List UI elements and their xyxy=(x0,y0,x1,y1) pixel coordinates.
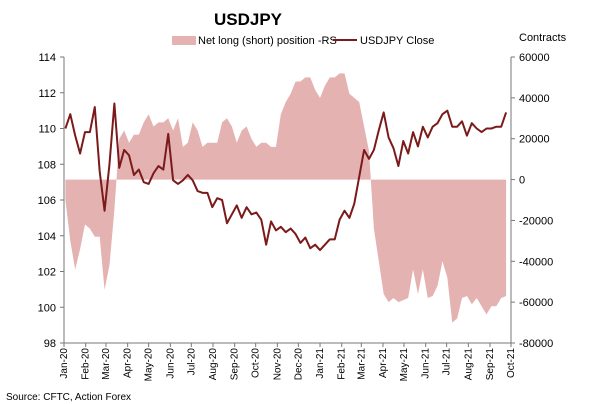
right-tick-label: 20000 xyxy=(519,134,550,146)
x-tick-label: Sep-21 xyxy=(485,348,496,381)
x-tick-label: Jan-20 xyxy=(59,348,70,379)
right-tick-label: -80000 xyxy=(519,338,553,350)
right-tick-label: -40000 xyxy=(519,256,553,268)
x-tick-label: May-20 xyxy=(144,348,155,382)
legend-area-swatch xyxy=(172,36,196,45)
x-tick-label: Sep-20 xyxy=(230,348,241,381)
right-tick-label: 40000 xyxy=(519,93,550,105)
x-tick-label: Dec-20 xyxy=(293,348,304,381)
left-tick-label: 102 xyxy=(38,267,56,279)
x-tick-label: Oct-21 xyxy=(506,348,517,378)
left-tick-label: 98 xyxy=(44,338,56,350)
legend-line-label: USDJPY Close xyxy=(360,35,434,47)
left-tick-label: 110 xyxy=(38,124,56,136)
x-tick-label: Oct-20 xyxy=(251,348,262,378)
axes-layer: 98 100 102 104 106 108 110 112 114 -80000 -60000 -4… xyxy=(38,52,554,381)
net-position-area xyxy=(65,73,507,323)
legend-area-label: Net long (short) position -RS xyxy=(198,35,337,47)
left-tick-label: 104 xyxy=(38,231,56,243)
x-tick-label: Jul-21 xyxy=(442,348,453,376)
x-tick-label: Jun-20 xyxy=(165,348,176,379)
x-tick-label: Aug-21 xyxy=(463,348,474,381)
x-tick-label: Apr-20 xyxy=(123,348,134,378)
chart-title: USDJPY xyxy=(214,10,283,29)
x-tick-label: Mar-20 xyxy=(101,348,112,380)
x-tick-label: Feb-20 xyxy=(81,348,92,380)
x-tick-label: Jan-21 xyxy=(315,348,326,379)
right-axis-label: Contracts xyxy=(519,32,567,44)
right-tick-label: 60000 xyxy=(519,52,550,64)
left-tick-label: 112 xyxy=(38,88,56,100)
left-tick-label: 100 xyxy=(38,302,56,314)
x-tick-label: Aug-20 xyxy=(208,348,219,381)
usdjpy-close-line xyxy=(64,102,508,252)
left-tick-label: 108 xyxy=(38,159,56,171)
plot-area: 98 100 102 104 106 108 110 112 114 -80000 -60000 -4… xyxy=(38,52,554,381)
right-tick-label: 0 xyxy=(519,175,525,187)
x-tick-label: May-21 xyxy=(399,348,410,382)
x-tick-label: Mar-21 xyxy=(356,348,367,380)
right-tick-label: -60000 xyxy=(519,297,553,309)
legend: Net long (short) position -RS USDJPY Clo… xyxy=(172,35,434,47)
x-tick-label: Jul-20 xyxy=(186,348,197,376)
left-tick-label: 106 xyxy=(38,195,56,207)
left-tick-label: 114 xyxy=(38,52,56,64)
line-layer xyxy=(64,102,508,252)
area-layer xyxy=(65,73,507,323)
x-tick-label: Apr-21 xyxy=(378,348,389,378)
x-tick-label: Jun-21 xyxy=(421,348,432,379)
source-note: Source: CFTC, Action Forex xyxy=(6,392,131,403)
x-tick-label: Nov-20 xyxy=(272,348,283,381)
x-tick-label: Feb-21 xyxy=(337,348,348,380)
right-tick-label: -20000 xyxy=(519,215,553,227)
